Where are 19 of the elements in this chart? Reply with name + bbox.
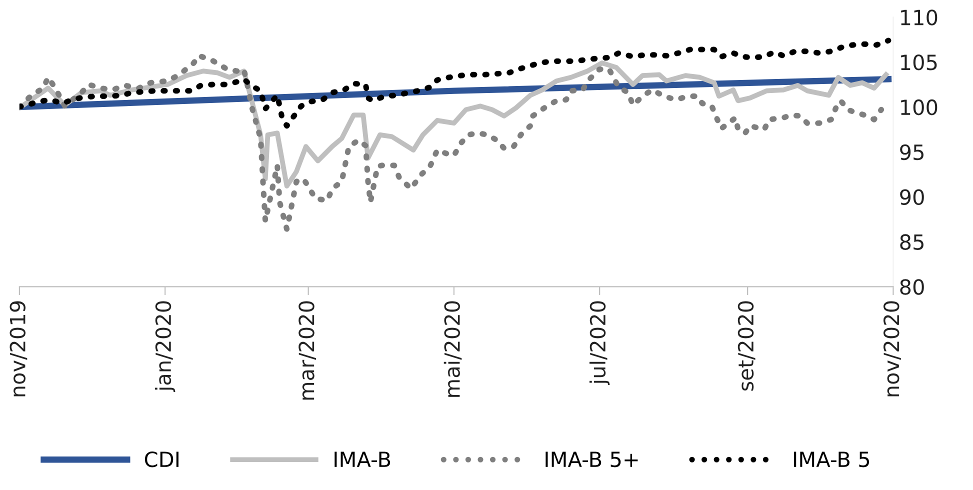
y-tick-label: 90: [900, 189, 924, 206]
line-series: [19, 60, 888, 188]
x-tick-label: nov/2019: [10, 301, 28, 396]
x-tick-label: mar/2020: [298, 301, 316, 400]
y-tick-label: 95: [900, 144, 924, 160]
y-tick-label: 110: [901, 10, 938, 26]
x-tick-label: nov/2020: [884, 301, 901, 396]
x-tick-label: set/2020: [738, 301, 756, 391]
legend-label: IMA-B 5+: [546, 452, 638, 468]
x-tick-label: mai/2020: [444, 301, 462, 397]
x-tick-label: jan/2020: [155, 301, 176, 392]
y-tick-label: 85: [900, 234, 924, 250]
y-tick-label: 100: [901, 99, 938, 116]
x-tick-label: jul/2020: [589, 301, 610, 386]
legend-label: IMA-B: [334, 452, 390, 467]
y-tick-label: 80: [900, 279, 924, 295]
legend-label: CDI: [144, 451, 178, 468]
y-tick-label: 105: [901, 54, 937, 70]
legend-label: IMA-B 5: [794, 452, 870, 468]
